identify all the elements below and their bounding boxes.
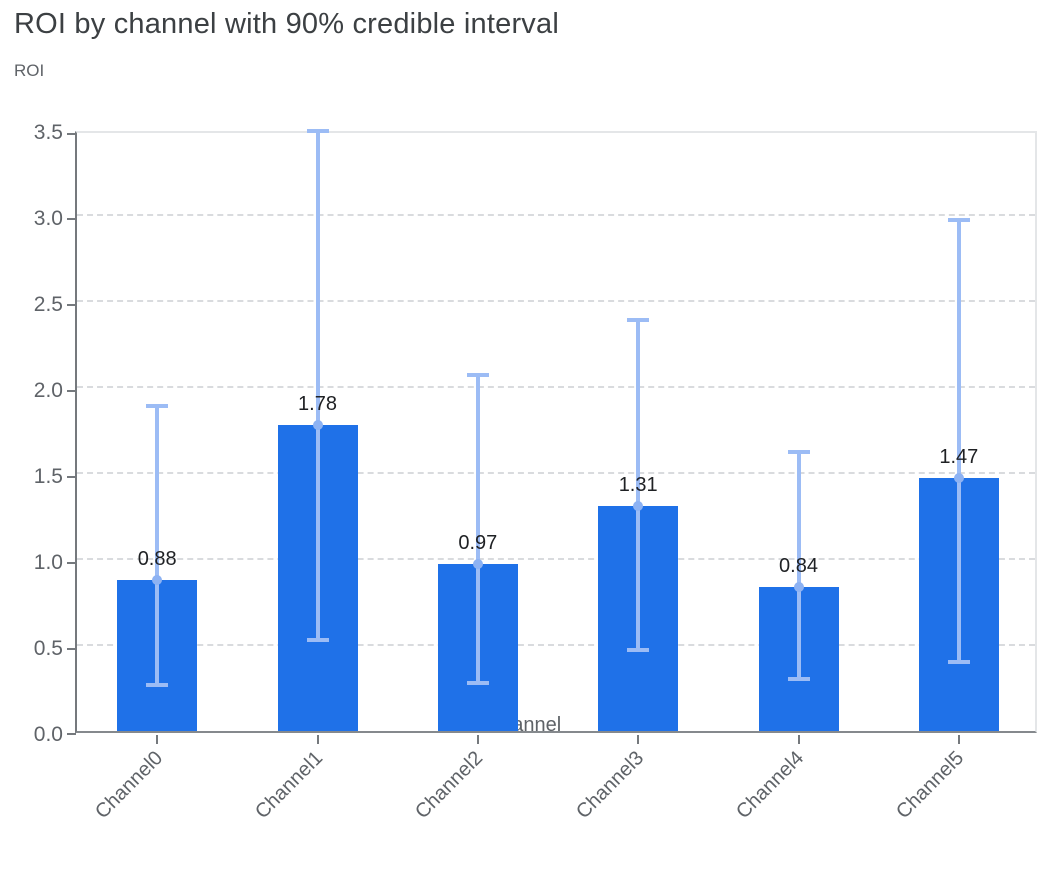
error-bar-whisker: [155, 405, 160, 685]
x-tick-label: Channel4: [731, 747, 809, 824]
error-bar-cap-top: [787, 450, 810, 455]
y-tick-label: 0.0: [33, 723, 63, 746]
x-tick-label: Channel5: [892, 747, 969, 824]
y-tick: [67, 133, 76, 135]
x-tick: [797, 735, 800, 744]
bar-value-label: 1.31: [618, 473, 658, 496]
error-bar-marker: [312, 419, 323, 430]
y-tick-label: 2.0: [33, 379, 63, 402]
error-bar-whisker: [796, 452, 801, 680]
gridline: [77, 214, 1035, 216]
error-bar-cap-top: [466, 372, 489, 377]
x-tick-label: Channel1: [250, 747, 328, 824]
y-tick: [67, 390, 76, 392]
y-tick-label: 3.0: [33, 207, 63, 230]
x-tick: [957, 735, 960, 744]
y-tick-label: 0.5: [33, 637, 63, 660]
x-tick: [156, 735, 159, 744]
y-tick: [67, 218, 76, 220]
y-tick-label: 1.5: [33, 465, 63, 488]
bar-value-label: 1.78: [298, 392, 337, 415]
y-tick: [67, 562, 76, 564]
error-bar-marker: [793, 581, 804, 592]
bar-value-label: 0.88: [137, 547, 177, 570]
error-bar-marker: [472, 559, 483, 570]
error-bar-cap-top: [146, 403, 169, 408]
y-axis-title: ROI: [14, 61, 45, 80]
y-tick: [67, 476, 76, 478]
plot-area: 0.0 0.5 1.0 1.5 2.0 2.5 3.0 3.5 0.88 Channel0 1.78…: [34, 121, 1037, 823]
y-tick-label: 3.5: [33, 121, 63, 144]
error-bar-cap-top: [627, 317, 650, 322]
gridline: [77, 300, 1035, 302]
y-tick-label: 1.0: [33, 551, 63, 574]
chart-title: ROI by channel with 90% credible interva…: [14, 8, 559, 40]
error-bar-whisker: [956, 220, 961, 663]
bar-value-label: 0.97: [458, 532, 498, 555]
x-tick: [637, 735, 640, 744]
error-bar-cap-top: [947, 218, 970, 223]
bar-value-label: 1.47: [939, 446, 979, 469]
gridline: [77, 558, 1035, 560]
error-bar-whisker: [475, 374, 480, 683]
error-bar-whisker: [315, 130, 320, 640]
error-bar-cap-bottom: [787, 677, 810, 682]
error-bar-cap-bottom: [627, 648, 650, 653]
error-bar-cap-bottom: [146, 682, 169, 687]
x-tick-label: Channel2: [411, 747, 488, 824]
y-tick: [67, 733, 76, 735]
error-bar-cap-bottom: [466, 680, 489, 685]
error-bar-whisker: [636, 319, 641, 651]
x-tick-label: Channel0: [90, 747, 167, 824]
bar-value-label: 0.84: [779, 554, 818, 577]
y-tick-label: 2.5: [33, 293, 63, 316]
gridline: [77, 386, 1035, 388]
y-tick: [67, 648, 76, 650]
error-bar-marker: [953, 473, 964, 484]
y-tick: [67, 304, 76, 306]
x-tick: [316, 735, 319, 744]
x-tick: [476, 735, 479, 744]
error-bar-cap-bottom: [306, 637, 329, 642]
error-bar-marker: [633, 500, 644, 511]
x-tick-label: Channel3: [571, 747, 648, 824]
gridline: [77, 472, 1035, 474]
error-bar-cap-top: [306, 128, 329, 133]
error-bar-cap-bottom: [947, 660, 970, 665]
gridline: [77, 644, 1035, 646]
error-bar-marker: [152, 574, 163, 585]
